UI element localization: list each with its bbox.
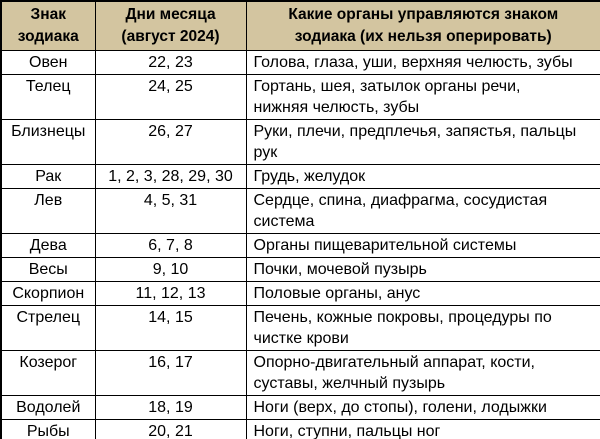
table-row-aquarius: Водолей 18, 19 Ноги (верх, до стопы), го… [0,395,600,420]
zodiac-sign-cell: Овен [0,50,96,75]
days-cell: 4, 5, 31 [94,188,247,234]
table-row-cancer: Рак 1, 2, 3, 28, 29, 30 Грудь, желудок [0,164,600,189]
table-body: Овен 22, 23 Голова, глаза, уши, верхняя … [0,50,600,439]
days-cell: 11, 12, 13 [94,281,247,306]
zodiac-sign-cell: Рыбы [0,419,96,439]
days-cell: 24, 25 [94,74,247,120]
zodiac-sign-cell: Водолей [0,395,96,420]
table-row-pisces: Рыбы 20, 21 Ноги, ступни, пальцы ног [0,419,600,439]
organs-cell: Ноги, ступни, пальцы ног [245,419,600,439]
table-header: Знак зодиака Дни месяца (август 2024) Ка… [0,0,600,51]
table-row-leo: Лев 4, 5, 31 Сердце, спина, диафрагма, с… [0,188,600,234]
zodiac-sign-cell: Стрелец [0,305,96,351]
zodiac-sign-cell: Весы [0,257,96,282]
days-cell: 9, 10 [94,257,247,282]
column-header-zodiac-sign: Знак зодиака [0,0,96,51]
column-header-month-days: Дни месяца (август 2024) [94,0,247,51]
table-row-capricorn: Козерог 16, 17 Опорно-двигательный аппар… [0,350,600,396]
zodiac-sign-cell: Телец [0,74,96,120]
zodiac-sign-cell: Близнецы [0,119,96,165]
days-cell: 22, 23 [94,50,247,75]
organs-cell: Опорно-двигательный аппарат, кости, суст… [245,350,600,396]
organs-cell: Органы пищеварительной системы [245,233,600,258]
table-row-aries: Овен 22, 23 Голова, глаза, уши, верхняя … [0,50,600,75]
column-header-organs: Какие органы управляются знаком зодиака … [245,0,600,51]
table-row-sagittarius: Стрелец 14, 15 Печень, кожные покровы, п… [0,305,600,351]
zodiac-sign-cell: Дева [0,233,96,258]
zodiac-sign-cell: Козерог [0,350,96,396]
header-row: Знак зодиака Дни месяца (август 2024) Ка… [0,0,600,51]
organs-cell: Почки, мочевой пузырь [245,257,600,282]
table-row-libra: Весы 9, 10 Почки, мочевой пузырь [0,257,600,282]
zodiac-sign-cell: Скорпион [0,281,96,306]
days-cell: 18, 19 [94,395,247,420]
zodiac-sign-cell: Рак [0,164,96,189]
organs-cell: Голова, глаза, уши, верхняя челюсть, зуб… [245,50,600,75]
table-row-gemini: Близнецы 26, 27 Руки, плечи, предплечья,… [0,119,600,165]
organs-cell: Печень, кожные покровы, процедуры по чис… [245,305,600,351]
days-cell: 14, 15 [94,305,247,351]
organs-cell: Грудь, желудок [245,164,600,189]
organs-cell: Ноги (верх, до стопы), голени, лодыжки [245,395,600,420]
organs-cell: Руки, плечи, предплечья, запястья, пальц… [245,119,600,165]
days-cell: 26, 27 [94,119,247,165]
days-cell: 16, 17 [94,350,247,396]
table-row-taurus: Телец 24, 25 Гортань, шея, затылок орган… [0,74,600,120]
days-cell: 1, 2, 3, 28, 29, 30 [94,164,247,189]
days-cell: 20, 21 [94,419,247,439]
zodiac-sign-cell: Лев [0,188,96,234]
organs-cell: Сердце, спина, диафрагма, сосудистая сис… [245,188,600,234]
days-cell: 6, 7, 8 [94,233,247,258]
organs-cell: Гортань, шея, затылок органы речи, нижня… [245,74,600,120]
organs-cell: Половые органы, анус [245,281,600,306]
table-row-scorpio: Скорпион 11, 12, 13 Половые органы, анус [0,281,600,306]
table-row-virgo: Дева 6, 7, 8 Органы пищеварительной сист… [0,233,600,258]
